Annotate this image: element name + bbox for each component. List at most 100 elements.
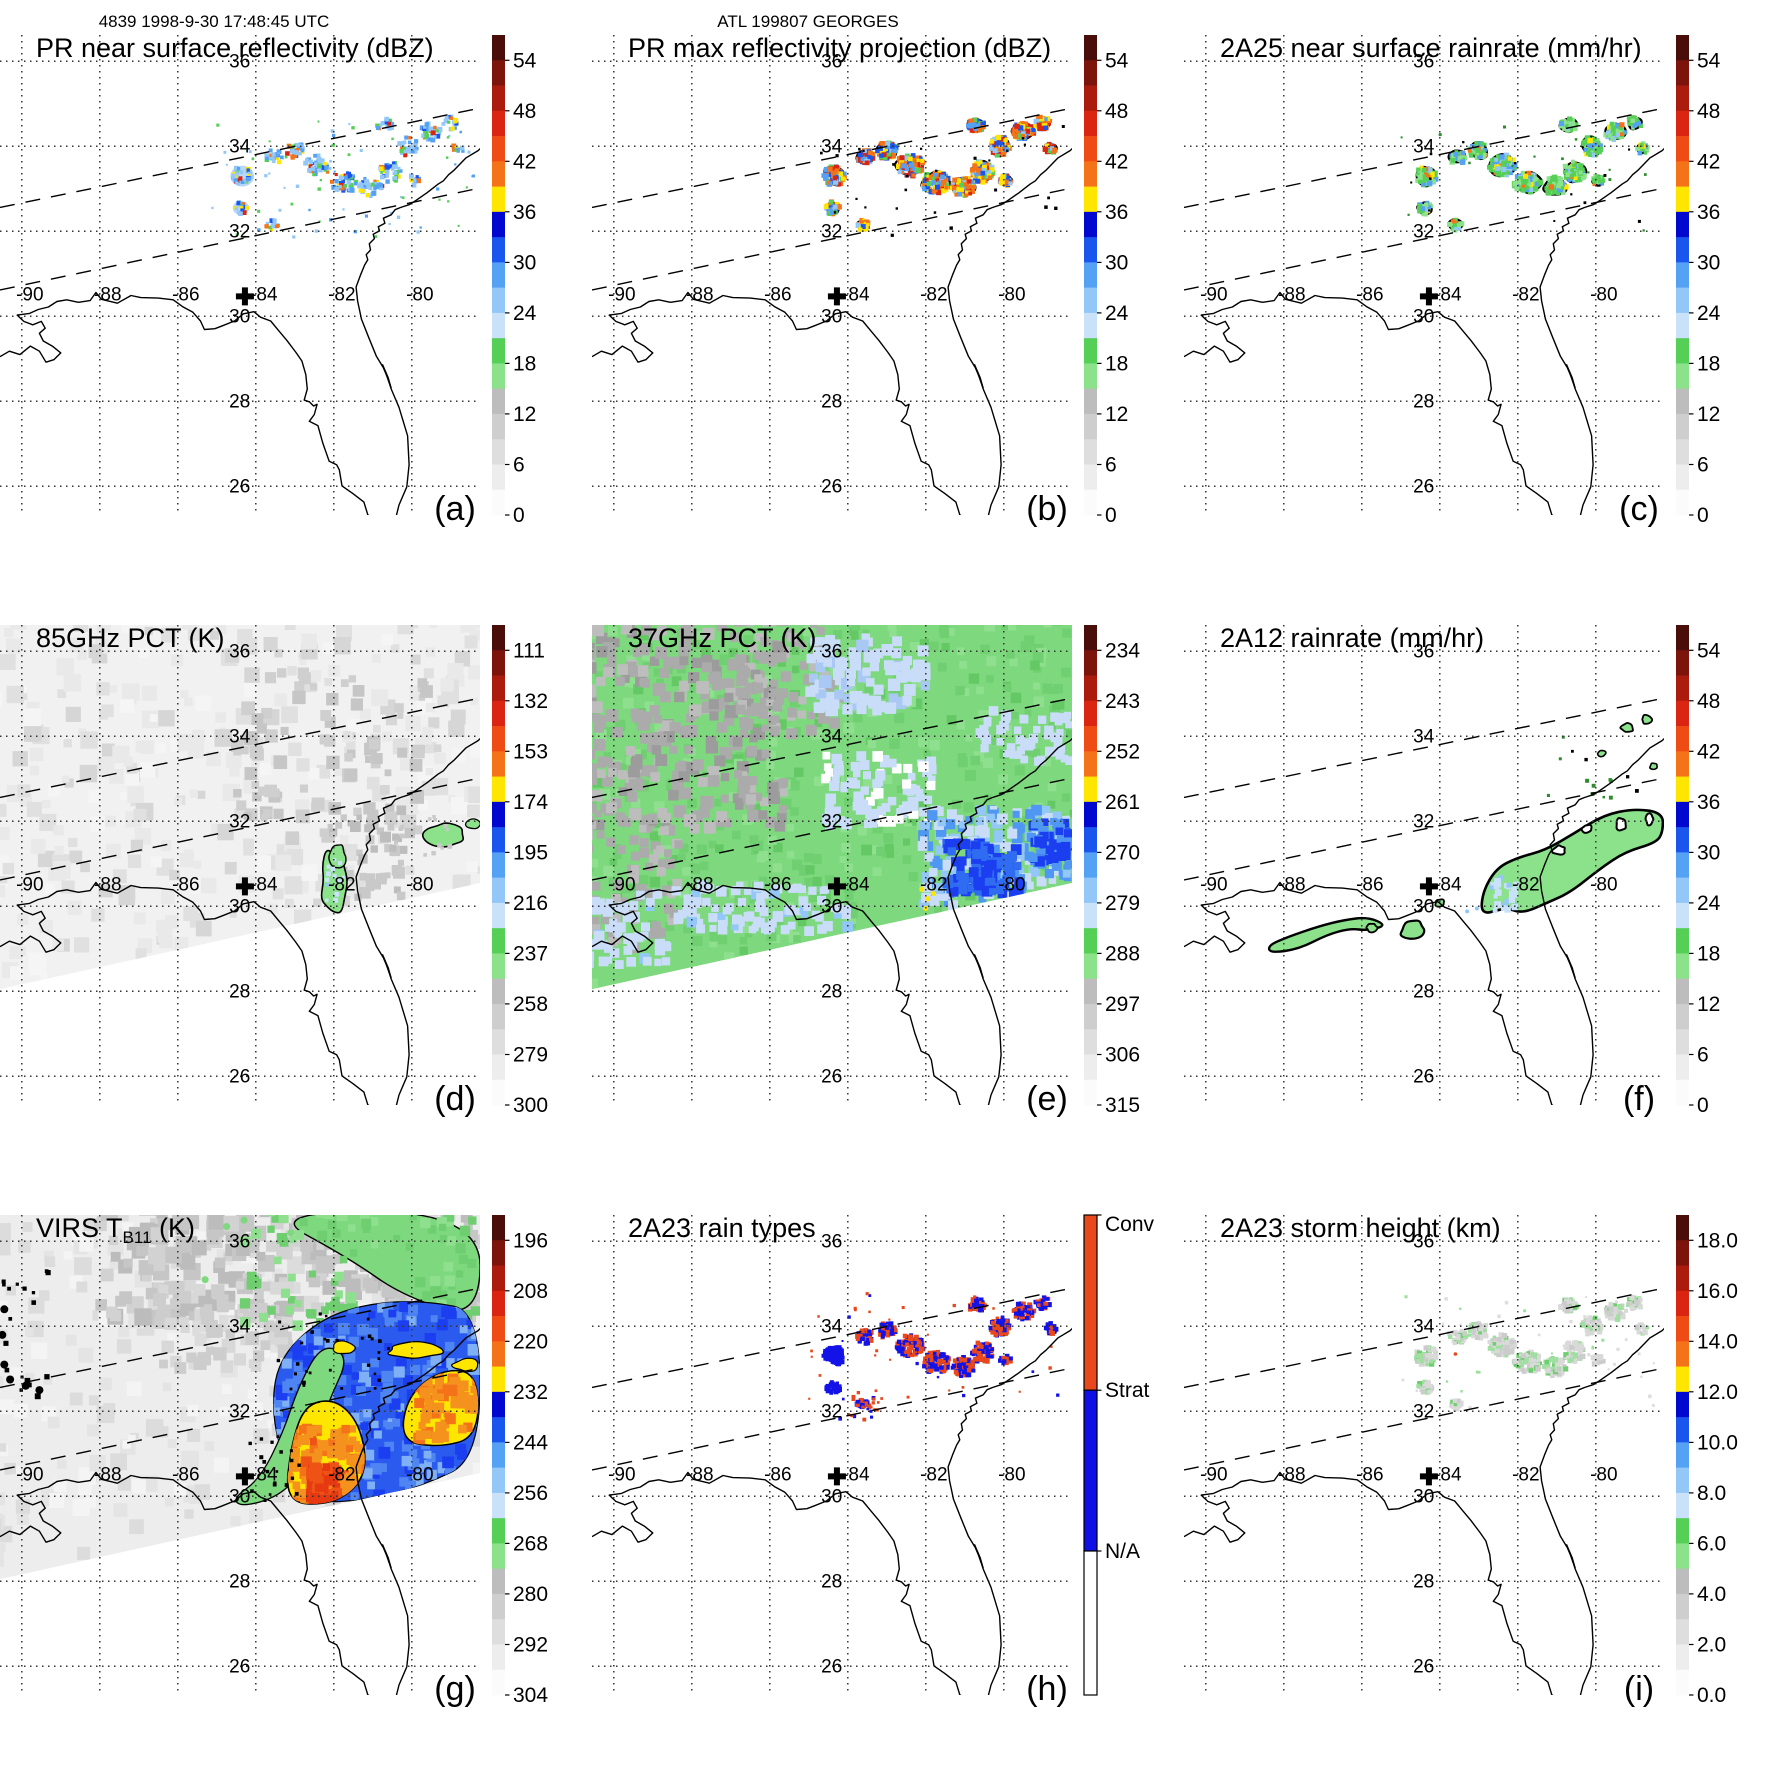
svg-text:243: 243 <box>1105 690 1140 713</box>
svg-text:PR max reflectivity projection: PR max reflectivity projection (dBZ) <box>628 33 1051 63</box>
svg-text:-82: -82 <box>1512 874 1539 895</box>
svg-text:12: 12 <box>1697 403 1720 426</box>
svg-text:28: 28 <box>229 981 250 1002</box>
svg-text:28: 28 <box>821 391 842 412</box>
svg-text:34: 34 <box>1413 726 1435 747</box>
svg-text:30: 30 <box>821 896 842 917</box>
svg-text:-84: -84 <box>842 874 870 895</box>
panel-e: 26 28 30 32 34 36 -90 -88 -86 -84 -82 -80 37GHz PCT … <box>592 590 1182 1180</box>
svg-text:132: 132 <box>513 690 548 713</box>
svg-text:-84: -84 <box>1434 284 1462 305</box>
svg-text:-88: -88 <box>686 874 713 895</box>
svg-text:34: 34 <box>229 726 251 747</box>
svg-text:26: 26 <box>821 476 842 497</box>
svg-text:279: 279 <box>513 1043 548 1066</box>
svg-text:30: 30 <box>1413 896 1434 917</box>
svg-text:26: 26 <box>1413 476 1434 497</box>
svg-text:24: 24 <box>1697 892 1721 915</box>
svg-text:54: 54 <box>1697 639 1721 662</box>
svg-text:28: 28 <box>1413 391 1434 412</box>
svg-text:12: 12 <box>1697 993 1720 1016</box>
svg-text:(c): (c) <box>1619 490 1659 528</box>
svg-text:-84: -84 <box>250 284 278 305</box>
svg-text:34: 34 <box>821 136 843 157</box>
svg-text:6: 6 <box>1697 1043 1709 1066</box>
svg-text:36: 36 <box>821 641 842 662</box>
svg-text:18: 18 <box>513 352 536 375</box>
svg-text:(b): (b) <box>1026 490 1068 528</box>
svg-text:26: 26 <box>229 476 250 497</box>
panel-b: 26 28 30 32 34 36 -90 -88 -86 -84 -82 -80 PR max ref… <box>592 0 1182 590</box>
svg-text:30: 30 <box>229 896 250 917</box>
svg-text:36: 36 <box>1413 51 1434 72</box>
header-storm-name: ATL 199807 GEORGES <box>717 12 899 31</box>
svg-text:-80: -80 <box>1590 874 1617 895</box>
svg-text:6: 6 <box>1697 453 1709 476</box>
svg-text:-90: -90 <box>16 284 43 305</box>
svg-text:-82: -82 <box>920 284 947 305</box>
svg-text:32: 32 <box>821 221 842 242</box>
svg-text:-86: -86 <box>764 874 791 895</box>
svg-text:153: 153 <box>513 740 548 763</box>
svg-text:2A12 rainrate (mm/hr): 2A12 rainrate (mm/hr) <box>1220 623 1484 653</box>
svg-text:-80: -80 <box>1590 284 1617 305</box>
svg-text:-86: -86 <box>172 874 199 895</box>
svg-text:-88: -88 <box>1278 874 1305 895</box>
svg-text:42: 42 <box>1105 150 1128 173</box>
svg-text:54: 54 <box>1105 49 1129 72</box>
svg-text:-82: -82 <box>328 874 355 895</box>
svg-text:26: 26 <box>821 1066 842 1087</box>
svg-text:36: 36 <box>1413 641 1434 662</box>
svg-text:18: 18 <box>1697 352 1720 375</box>
svg-text:(d): (d) <box>434 1080 476 1118</box>
svg-text:(e): (e) <box>1026 1080 1068 1118</box>
svg-text:300: 300 <box>513 1094 548 1117</box>
header-orbit-timestamp: 4839 1998-9-30 17:48:45 UTC <box>98 12 330 31</box>
svg-text:6: 6 <box>513 453 525 476</box>
svg-text:-82: -82 <box>920 874 947 895</box>
svg-text:24: 24 <box>1105 302 1129 325</box>
svg-text:42: 42 <box>1697 150 1720 173</box>
panel-a-plot: 26 28 30 32 34 36 -90 -88 -86 -84 -82 -80 PR near su… <box>0 33 537 528</box>
panel-g: 26 28 30 32 34 36 -90 -88 -86 -84 -82 -80 VIRS TB11 … <box>0 1180 590 1770</box>
svg-text:-90: -90 <box>608 874 635 895</box>
svg-text:279: 279 <box>1105 892 1140 915</box>
svg-text:-90: -90 <box>608 284 635 305</box>
svg-text:34: 34 <box>821 726 843 747</box>
svg-text:-84: -84 <box>842 284 870 305</box>
svg-text:28: 28 <box>821 981 842 1002</box>
svg-text:85GHz PCT (K): 85GHz PCT (K) <box>36 623 225 653</box>
svg-text:-86: -86 <box>1356 284 1383 305</box>
svg-text:-82: -82 <box>1512 284 1539 305</box>
svg-text:174: 174 <box>513 791 548 814</box>
svg-text:18: 18 <box>1697 942 1720 965</box>
panel-e-plot: 26 28 30 32 34 36 -90 -88 -86 -84 -82 -80 37GHz PCT … <box>592 623 1140 1118</box>
svg-text:12: 12 <box>1105 403 1128 426</box>
svg-text:-90: -90 <box>1200 284 1227 305</box>
svg-text:2A25 near surface rainrate (mm: 2A25 near surface rainrate (mm/hr) <box>1220 33 1642 63</box>
svg-text:34: 34 <box>229 136 251 157</box>
svg-text:36: 36 <box>229 51 250 72</box>
svg-text:270: 270 <box>1105 841 1140 864</box>
svg-text:30: 30 <box>1413 306 1434 327</box>
svg-text:32: 32 <box>229 221 250 242</box>
svg-text:-88: -88 <box>686 284 713 305</box>
svg-text:54: 54 <box>1697 49 1721 72</box>
svg-text:34: 34 <box>1413 136 1435 157</box>
svg-text:-88: -88 <box>94 284 121 305</box>
svg-text:0: 0 <box>1105 504 1117 527</box>
svg-text:(f): (f) <box>1623 1080 1655 1118</box>
panel-f-plot: 26 28 30 32 34 36 -90 -88 -86 -84 -82 -80 2A12 rainr… <box>1184 623 1721 1118</box>
svg-text:36: 36 <box>1697 791 1720 814</box>
svg-text:30: 30 <box>821 306 842 327</box>
svg-text:48: 48 <box>1105 100 1128 123</box>
svg-text:-80: -80 <box>406 284 433 305</box>
svg-text:30: 30 <box>229 306 250 327</box>
svg-text:36: 36 <box>1697 201 1720 224</box>
svg-text:-86: -86 <box>764 284 791 305</box>
panel-a: 26 28 30 32 34 36 -90 -88 -86 -84 -82 -80 PR near su… <box>0 0 590 590</box>
